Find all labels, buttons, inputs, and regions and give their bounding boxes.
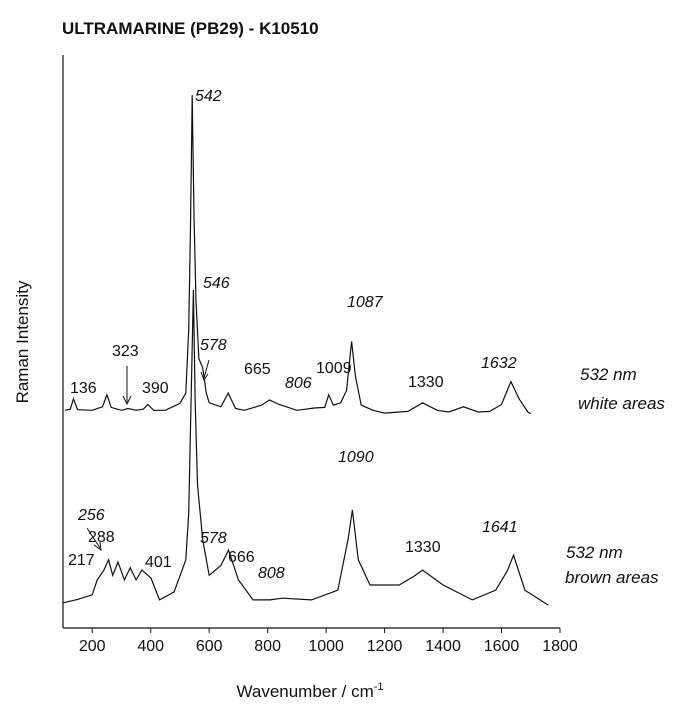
peak-label: 323 (112, 343, 139, 360)
arrow-head (93, 541, 102, 552)
peak-label: 578 (200, 530, 227, 547)
peak-label: 806 (285, 375, 312, 392)
peak-label: 1087 (347, 294, 384, 311)
peak-label: 665 (244, 361, 271, 378)
peak-label: 666 (228, 549, 255, 566)
peak-label: 256 (77, 507, 105, 524)
spectrum-line (64, 95, 532, 415)
x-axis-label-sup: -1 (374, 681, 384, 693)
x-tick-label: 800 (254, 638, 281, 655)
peak-label: 542 (195, 88, 222, 105)
peak-label: 546 (203, 275, 230, 292)
arrow-head (122, 395, 132, 406)
peak-label: 1632 (481, 355, 517, 372)
series-label-area: white areas (578, 394, 665, 413)
x-tick-label: 600 (196, 638, 223, 655)
y-axis-label: Raman Intensity (13, 280, 32, 403)
x-axis-label: Wavenumber / cm-1 (236, 681, 383, 701)
x-tick-label: 1000 (308, 638, 344, 655)
peak-label: 1009 (316, 360, 352, 377)
series-label: 532 nm (580, 365, 637, 384)
peak-label: 808 (258, 565, 285, 582)
peak-label: 390 (142, 380, 169, 397)
x-tick-label: 1400 (425, 638, 461, 655)
series-label-area: brown areas (565, 568, 659, 587)
peak-label: 136 (70, 380, 97, 397)
peak-label: 1330 (405, 539, 441, 556)
arrow (86, 527, 101, 549)
peak-label: 1330 (408, 374, 444, 391)
x-tick-label: 1200 (367, 638, 403, 655)
spectrum-line (62, 289, 549, 606)
peak-label: 217 (68, 552, 95, 569)
x-tick-label: 1800 (542, 638, 578, 655)
peak-label: 1090 (338, 449, 374, 466)
chart-title: ULTRAMARINE (PB29) - K10510 (62, 19, 319, 38)
x-axis-label-text: Wavenumber / cm (236, 682, 373, 701)
series-label: 532 nm (566, 543, 623, 562)
peak-label: 1641 (482, 519, 518, 536)
peak-label: 288 (88, 529, 115, 546)
peak-label: 578 (200, 337, 227, 354)
x-tick-label: 1600 (484, 638, 520, 655)
x-tick-label: 400 (137, 638, 164, 655)
arrow (203, 359, 210, 379)
peak-label: 401 (145, 554, 172, 571)
x-tick-label: 200 (79, 638, 106, 655)
